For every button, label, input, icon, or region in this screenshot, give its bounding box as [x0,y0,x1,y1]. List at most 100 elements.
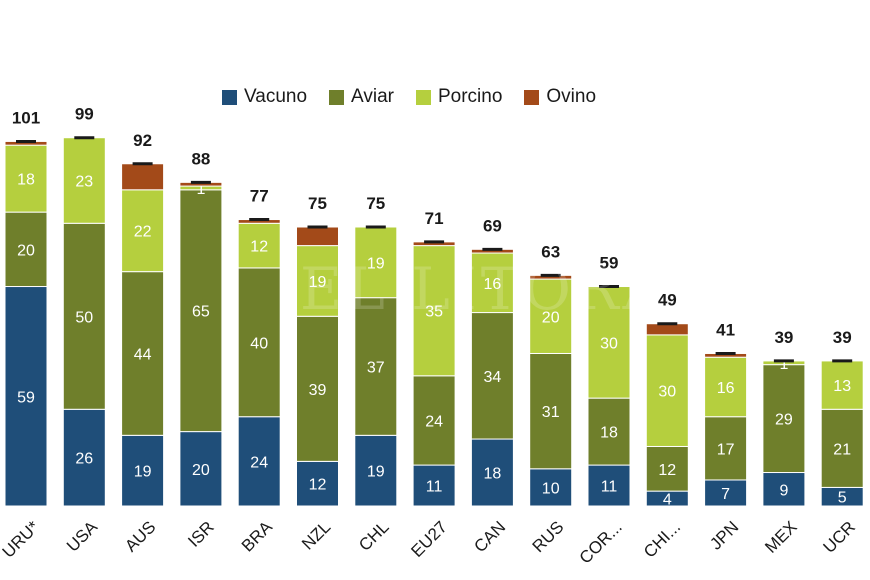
category-label-jpn: JPN [706,517,742,553]
bar-segment-aviar-nzl [296,315,339,462]
total-label-eu27: 71 [425,209,444,228]
category-label-bra: BRA [238,517,277,556]
bar-segment-aviar-can [470,312,514,440]
data-label-vacuno-chi: 4 [663,492,672,509]
data-label-aviar-aus: 44 [134,346,152,363]
data-label-vacuno-bra: 24 [250,454,268,471]
bar-segment-aviar-isr [179,189,223,433]
bar-segment-aviar-usa [62,222,106,410]
data-label-aviar-bra: 40 [250,335,268,352]
category-label-can: CAN [470,517,509,556]
legend-label-ovino: Ovino [546,86,597,107]
bar-segment-vacuno-uru [4,286,48,507]
total-label-usa: 99 [75,105,94,124]
bar-segment-vacuno-can [470,438,514,507]
data-label-vacuno-cor: 11 [601,479,618,496]
bar-segment-vacuno-mex [762,472,806,507]
category-label-usa: USA [63,517,102,556]
category-label-chi: CHI... [640,517,684,561]
bar-segment-ovino-aus [121,163,165,191]
legend-swatch-aviar [329,89,345,105]
legend-label-aviar: Aviar [351,86,394,107]
total-label-cor: 59 [600,254,619,273]
data-label-vacuno-usa: 26 [75,451,93,468]
bar-segment-aviar-chl [354,297,398,436]
bar-segment-porcino-jpn [704,356,748,418]
total-label-chi: 49 [658,291,677,310]
category-label-uru: URU* [0,517,43,561]
legend-swatch-ovino [524,89,540,105]
total-label-uru: 101 [12,108,40,127]
legend-item-vacuno: Vacuno [222,86,307,108]
data-label-vacuno-eu27: 11 [426,479,443,496]
category-label-isr: ISR [184,517,217,550]
category-label-nzl: NZL [298,517,334,553]
data-label-aviar-uru: 20 [17,242,35,259]
data-label-aviar-usa: 50 [75,309,93,326]
data-label-porcino-mex: 1 [779,356,788,373]
legend-item-aviar: Aviar [329,86,394,108]
total-label-can: 69 [483,216,502,235]
data-label-aviar-can: 34 [484,369,502,386]
legend: Vacuno Aviar Porcino Ovino [222,86,618,108]
data-label-porcino-usa: 23 [75,174,93,191]
data-label-porcino-isr: 1 [196,181,205,198]
category-label-chl: CHL [355,517,392,554]
data-label-aviar-chl: 37 [367,360,385,377]
total-label-mex: 39 [774,328,793,347]
total-label-nzl: 75 [308,194,327,213]
legend-swatch-vacuno [222,89,237,105]
bar-segment-vacuno-usa [62,408,106,507]
data-label-porcino-cor: 30 [600,335,618,352]
category-label-cor: COR... [576,517,626,567]
data-label-porcino-rus: 20 [542,309,560,326]
bar-segment-ovino-chi [645,323,689,336]
data-label-vacuno-rus: 10 [542,480,560,497]
data-label-aviar-cor: 18 [600,425,618,442]
total-label-chl: 75 [366,194,385,213]
bar-segment-aviar-bra [237,267,281,418]
data-label-aviar-chi: 12 [658,462,676,479]
data-label-porcino-chl: 19 [367,255,385,272]
data-label-aviar-nzl: 39 [309,382,327,399]
data-label-vacuno-isr: 20 [192,462,210,479]
bar-segment-vacuno-chl [354,434,398,507]
total-label-bra: 77 [250,187,269,206]
bar-segment-vacuno-nzl [296,460,339,507]
legend-item-porcino: Porcino [415,86,502,108]
data-label-aviar-rus: 31 [542,404,560,421]
bar-segment-porcino-rus [529,278,573,354]
bar-segment-porcino-cor [587,286,631,399]
bar-segment-aviar-aus [121,271,165,436]
bar-segment-porcino-chl [354,226,398,299]
bar-segment-porcino-uru [4,144,48,213]
data-label-porcino-bra: 12 [250,239,268,256]
data-label-vacuno-ucr: 5 [838,490,847,507]
total-label-isr: 88 [191,149,210,168]
bar-segment-aviar-mex [762,364,806,474]
total-label-aus: 92 [133,131,152,150]
category-label-eu27: EU27 [407,517,451,561]
bar-segment-aviar-rus [529,352,573,470]
data-label-aviar-mex: 29 [775,412,793,429]
data-label-vacuno-mex: 9 [779,482,788,499]
data-label-porcino-jpn: 16 [717,380,735,397]
data-label-vacuno-uru: 59 [17,389,35,406]
bar-segment-porcino-bra [237,222,281,269]
bar-segment-vacuno-aus [121,434,165,507]
data-label-porcino-uru: 18 [17,172,35,189]
data-label-porcino-aus: 22 [134,224,152,241]
bar-segment-porcino-usa [62,137,106,224]
legend-swatch-porcino [415,89,431,105]
bar-segment-porcino-chi [645,334,689,447]
data-label-porcino-eu27: 35 [425,304,443,321]
category-label-mex: MEX [761,517,800,556]
data-label-porcino-ucr: 13 [833,378,851,395]
data-label-vacuno-jpn: 7 [721,486,730,503]
data-label-vacuno-can: 18 [484,466,502,483]
data-label-aviar-isr: 65 [192,304,210,321]
total-label-ucr: 39 [833,328,852,347]
data-label-aviar-ucr: 21 [833,441,851,458]
bar-segment-porcino-ucr [820,360,864,410]
total-label-rus: 63 [541,242,560,261]
